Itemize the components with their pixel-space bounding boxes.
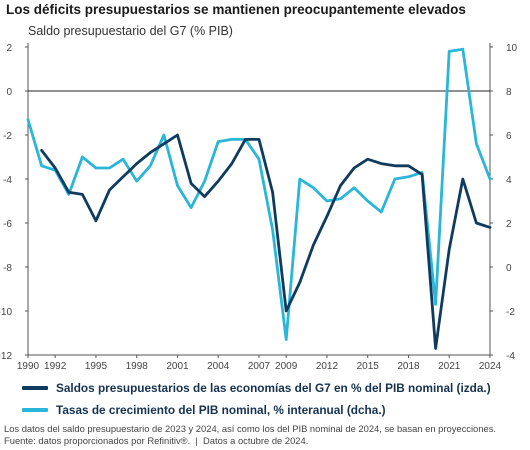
legend-swatch-budget-balance [22, 386, 48, 390]
legend-item-budget-balance: Saldos presupuestarios de las economías … [22, 377, 491, 399]
footnote: Los datos del saldo presupuestario de 20… [4, 423, 496, 446]
chart-title: Los déficits presupuestarios se mantiene… [6, 2, 466, 17]
right-y-tick-label: 6 [506, 131, 512, 142]
right-y-tick-label: -2 [506, 307, 515, 318]
x-tick-label: 1992 [44, 361, 67, 372]
x-tick-label: 2001 [166, 361, 189, 372]
x-tick-label: 2004 [207, 361, 230, 372]
x-tick-label: 2009 [275, 361, 298, 372]
legend-label-budget-balance: Saldos presupuestarios de las economías … [56, 381, 491, 395]
axes: 2 0 -2 -4 -6 -8 -10 -12 10 8 6 4 2 0 -2 -4 1990 1992 1995 1… [0, 43, 518, 372]
series-line-budget-balance [40, 133, 492, 350]
legend-swatch-gdp-growth [22, 408, 48, 412]
left-y-tick-label: 2 [6, 43, 12, 54]
line-chart: 2 0 -2 -4 -6 -8 -10 -12 10 8 6 4 2 0 -2 -4 1990 1992 1995 1… [0, 43, 518, 372]
left-y-tick-label: 0 [6, 87, 12, 98]
left-y-tick-label: -10 [0, 307, 12, 318]
right-y-tick-label: -4 [506, 351, 515, 362]
x-tick-label: 2018 [397, 361, 420, 372]
left-y-tick-label: -8 [3, 263, 12, 274]
footnote-projection-note: Los datos del saldo presupuestario de 20… [4, 423, 496, 434]
series-line-gdp-growth [26, 47, 492, 342]
x-tick-label: 1998 [126, 361, 149, 372]
x-tick-label: 2015 [357, 361, 380, 372]
x-tick-label: 2024 [479, 361, 502, 372]
legend-label-gdp-growth: Tasas de crecimiento del PIB nominal, % … [56, 403, 386, 417]
x-tick-label: 2012 [316, 361, 339, 372]
right-y-tick-label: 2 [506, 219, 512, 230]
left-y-tick-label: -2 [3, 131, 12, 142]
chart-subtitle: Saldo presupuestario del G7 (% PIB) [28, 24, 233, 38]
left-y-tick-label: -4 [3, 175, 12, 186]
legend: Saldos presupuestarios de las economías … [22, 377, 491, 421]
left-y-tick-label: -12 [0, 351, 12, 362]
x-tick-label: 1995 [85, 361, 108, 372]
x-tick-label: 2021 [438, 361, 461, 372]
right-y-tick-label: 4 [506, 175, 512, 186]
right-y-tick-label: 10 [506, 43, 518, 54]
left-y-tick-label: -6 [3, 219, 12, 230]
series-layer [26, 47, 492, 350]
right-y-tick-label: 0 [506, 263, 512, 274]
x-tick-label: 2007 [248, 361, 271, 372]
right-y-tick-label: 8 [506, 87, 512, 98]
footnote-source: Fuente: datos proporcionados por Refinit… [4, 434, 309, 446]
legend-item-gdp-growth: Tasas de crecimiento del PIB nominal, % … [22, 399, 491, 421]
x-tick-label: 1990 [17, 361, 40, 372]
